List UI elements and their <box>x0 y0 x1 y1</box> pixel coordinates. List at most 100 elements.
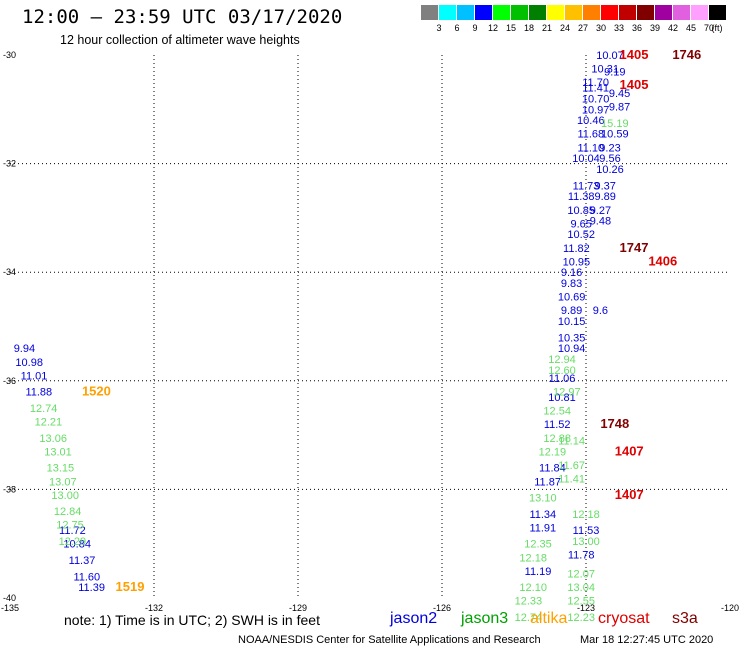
data-point-jason2-49: 9.89 <box>594 191 615 203</box>
data-point-jason2-42: 9.45 <box>609 88 630 100</box>
page-title: 12:00 — 23:59 UTC 03/17/2020 <box>22 6 343 28</box>
data-point-jason2-26: 9.16 <box>561 267 582 279</box>
y-tick-label-3: -36 <box>3 376 16 386</box>
legend-swatch-10 <box>601 5 618 20</box>
data-point-jason3-8: 12.75 <box>56 520 84 532</box>
data-point-altika-1: 1519 <box>116 579 145 594</box>
data-point-cryosat-2: 1406 <box>648 253 677 268</box>
legend-swatch-0 <box>421 5 438 20</box>
legend-swatch-15 <box>691 5 708 20</box>
data-point-jason2-52: 9.6 <box>593 305 608 317</box>
data-point-jason2-47: 10.26 <box>596 164 624 176</box>
data-point-jason3-10: 15.19 <box>601 118 629 130</box>
data-point-cryosat-0: 1405 <box>620 47 649 62</box>
data-point-jason2-11: 11.70 <box>582 77 609 89</box>
y-tick-label-4: -38 <box>3 484 16 494</box>
data-point-jason2-25: 10.95 <box>563 256 591 268</box>
data-point-jason2-36: 11.84 <box>539 463 566 475</box>
data-point-jason2-18: 10.04 <box>572 153 600 165</box>
data-point-jason3-21: 12.10 <box>519 582 547 594</box>
data-point-jason3-5: 13.07 <box>49 476 77 488</box>
data-point-jason2-13: 10.70 <box>582 93 610 105</box>
data-point-jason2-7: 11.60 <box>73 571 100 583</box>
x-tick-label-0: -135 <box>1 603 19 613</box>
data-point-jason2-12: 11.41 <box>582 83 609 95</box>
legend-swatch-3 <box>475 5 492 20</box>
data-point-jason3-18: 12.18 <box>572 509 600 521</box>
data-point-jason2-38: 11.34 <box>529 509 556 521</box>
sat-label-jason3: jason3 <box>461 610 509 627</box>
data-point-jason2-20: 11.38 <box>568 191 595 203</box>
data-point-jason3-2: 13.06 <box>39 433 67 445</box>
legend-swatch-5 <box>511 5 528 20</box>
data-point-jason3-0: 12.74 <box>30 403 58 415</box>
data-point-jason2-46: 9.56 <box>599 153 620 165</box>
data-point-jason2-15: 10.46 <box>577 115 605 127</box>
data-point-jason2-34: 10.81 <box>548 392 576 404</box>
data-point-s3a-1: 1747 <box>620 240 649 255</box>
data-point-jason3-15: 12.88 <box>543 433 571 445</box>
data-point-jason3-17: 13.10 <box>529 493 557 505</box>
data-point-jason3-6: 13.00 <box>51 490 79 502</box>
data-point-jason3-13: 12.97 <box>553 387 581 399</box>
x-tick-label-4: -123 <box>577 603 595 613</box>
data-point-jason2-14: 10.97 <box>582 104 610 116</box>
data-point-jason3-11: 12.94 <box>548 354 576 366</box>
data-point-jason3-23: 12.74 <box>515 612 543 624</box>
data-point-jason3-26: 12.55 <box>567 596 595 608</box>
legend-label-13: 42 <box>667 23 678 33</box>
data-point-jason3-30: 11.67 <box>558 460 585 472</box>
legend-label-9: 30 <box>595 23 606 33</box>
data-point-jason3-4: 13.15 <box>47 463 75 475</box>
data-point-jason2-10: 10.31 <box>591 64 619 76</box>
data-point-jason2-19: 11.73 <box>573 180 600 192</box>
data-point-jason3-22: 12.33 <box>515 596 543 608</box>
legend-swatch-12 <box>637 5 654 20</box>
data-point-jason2-31: 10.35 <box>558 332 586 344</box>
sat-label-s3a: s3a <box>672 610 698 627</box>
legend-swatch-1 <box>439 5 456 20</box>
legend-label-15: 70 <box>703 23 714 33</box>
data-point-jason3-7: 12.84 <box>54 506 82 518</box>
footnote: note: 1) Time is in UTC; 2) SWH is in fe… <box>64 612 320 628</box>
legend-swatch-7 <box>547 5 564 20</box>
data-points: 9.9410.9811.0111.8811.7210.8411.3711.601… <box>14 47 702 624</box>
data-point-jason3-28: 13.00 <box>572 536 600 548</box>
data-point-jason2-2: 11.01 <box>21 370 48 382</box>
data-point-jason3-24: 12.07 <box>567 569 595 581</box>
data-point-jason3-3: 13.01 <box>44 446 72 458</box>
data-point-jason2-39: 11.91 <box>529 522 556 534</box>
sat-label-cryosat: cryosat <box>598 610 650 627</box>
data-point-jason2-22: 9.65 <box>570 218 591 230</box>
grid-lines <box>10 55 730 598</box>
data-point-jason2-41: 9.19 <box>604 66 625 78</box>
legend-swatch-9 <box>583 5 600 20</box>
data-point-jason3-14: 12.54 <box>543 406 571 418</box>
x-tick-label-5: -120 <box>721 603 739 613</box>
x-tick-label-2: -129 <box>289 603 307 613</box>
legend-label-5: 18 <box>523 23 534 33</box>
data-point-jason2-44: 10.59 <box>601 129 629 141</box>
legend-label-12: 39 <box>649 23 660 33</box>
data-point-jason2-50: 9.27 <box>590 205 611 217</box>
legend-swatch-14 <box>673 5 690 20</box>
y-tick-label-2: -34 <box>3 267 16 277</box>
legend-swatch-13 <box>655 5 672 20</box>
legend-label-6: 21 <box>541 23 552 33</box>
data-point-jason2-8: 11.39 <box>78 582 105 594</box>
legend-swatch-8 <box>565 5 582 20</box>
legend-swatch-6 <box>529 5 546 20</box>
legend-label-10: 33 <box>613 23 624 33</box>
legend-label-2: 9 <box>472 23 478 33</box>
data-point-jason2-51: 9.48 <box>590 216 611 228</box>
data-point-jason3-20: 12.18 <box>519 552 547 564</box>
y-tick-label-1: -32 <box>3 159 16 169</box>
data-point-jason2-43: 9.87 <box>609 102 630 114</box>
data-point-cryosat-1: 1405 <box>620 77 649 92</box>
legend-swatch-4 <box>493 5 510 20</box>
legend-swatch-16 <box>709 5 726 20</box>
data-point-jason2-0: 9.94 <box>14 343 35 355</box>
data-point-jason2-48: 9.37 <box>594 180 615 192</box>
data-point-jason3-29: 11.14 <box>558 436 585 448</box>
